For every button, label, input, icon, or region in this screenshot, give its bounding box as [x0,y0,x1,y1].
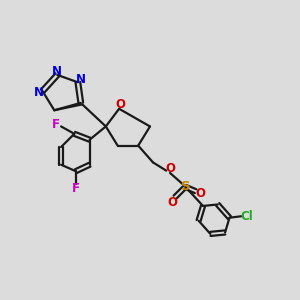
Text: O: O [116,98,126,111]
Text: O: O [196,187,206,200]
Text: N: N [34,86,44,99]
Text: F: F [72,182,80,195]
Text: N: N [52,65,62,79]
Text: F: F [52,118,60,131]
Text: O: O [167,196,177,209]
Text: S: S [181,180,190,193]
Text: O: O [165,162,175,175]
Text: Cl: Cl [240,210,253,223]
Text: N: N [76,73,86,86]
